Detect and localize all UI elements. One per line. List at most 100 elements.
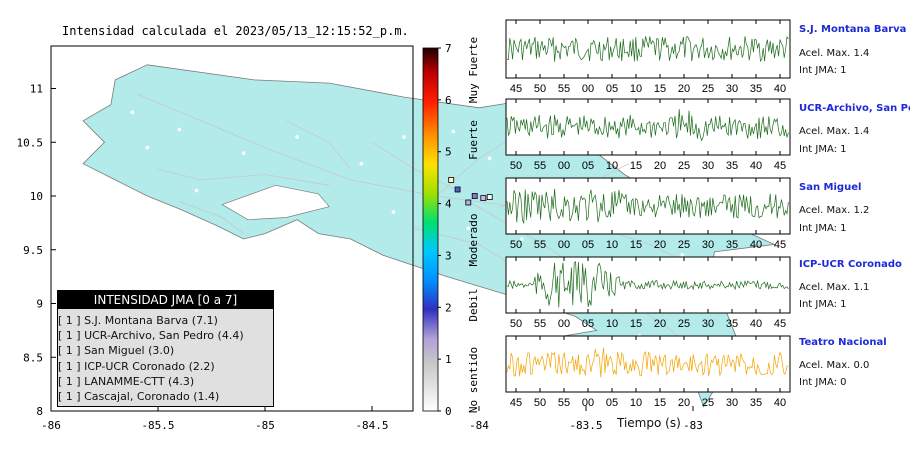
time-tick-label: 00 xyxy=(582,83,594,95)
seismic-station-marker xyxy=(465,199,472,206)
legend-list: [ 1 ] S.J. Montana Barva (7.1) [ 1 ] UCR… xyxy=(58,313,272,404)
seismogram-trace xyxy=(506,261,789,308)
city-marker xyxy=(194,188,199,193)
time-tick-label: 40 xyxy=(750,160,762,172)
time-tick-label: 25 xyxy=(678,318,690,330)
city-marker xyxy=(145,145,150,150)
time-tick-label: 15 xyxy=(630,160,642,172)
time-tick-label: 10 xyxy=(606,160,618,172)
colorbar-tick-label: 0 xyxy=(445,405,452,418)
map-frame xyxy=(50,45,414,412)
city-marker xyxy=(466,226,471,231)
legend-item: [ 1 ] S.J. Montana Barva (7.1) xyxy=(58,314,218,327)
time-tick-label: 45 xyxy=(774,239,786,251)
time-tick-label: 25 xyxy=(678,239,690,251)
station-int: Int JMA: 1 xyxy=(799,65,847,76)
city-marker xyxy=(323,202,327,207)
y-tick-label: 8.5 xyxy=(23,351,43,364)
time-tick-label: 00 xyxy=(582,397,594,409)
colorbar-tick-label: 3 xyxy=(445,249,452,262)
x-tick-label: -86 xyxy=(41,419,61,432)
station-int: Int JMA: 1 xyxy=(799,223,847,234)
time-tick-label: 55 xyxy=(558,83,570,95)
seismogram-trace xyxy=(506,188,789,225)
time-tick-label: 15 xyxy=(630,318,642,330)
city-marker xyxy=(402,135,406,139)
seismic-station-marker xyxy=(486,194,493,201)
time-tick-label: 35 xyxy=(750,397,762,409)
time-tick-label: 20 xyxy=(654,239,666,251)
colorbar-gradient xyxy=(422,47,439,412)
time-tick-label: 20 xyxy=(654,318,666,330)
station-acel: Acel. Max. 1.4 xyxy=(799,126,870,137)
seismogram-trace xyxy=(506,109,789,142)
city-marker xyxy=(558,323,563,327)
seismic-station-marker xyxy=(471,193,478,199)
time-tick-label: 50 xyxy=(510,239,522,251)
seismogram-trace xyxy=(506,347,789,378)
legend-item: [ 1 ] San Miguel (3.0) xyxy=(58,344,175,358)
road-line xyxy=(286,120,351,170)
time-tick-label: 05 xyxy=(582,239,594,251)
time-tick-label: 35 xyxy=(726,160,738,172)
time-tick-label: 20 xyxy=(654,160,666,172)
seismic-station-marker xyxy=(480,195,487,202)
station-int: Int JMA: 0 xyxy=(799,377,847,388)
time-tick-label: 45 xyxy=(774,160,786,172)
time-tick-label: 45 xyxy=(510,83,522,95)
station-name: UCR-Archivo, San Pedro xyxy=(799,103,910,114)
y-tick-label: 9 xyxy=(36,298,43,311)
time-tick-label: 05 xyxy=(582,160,594,172)
time-tick-label: 25 xyxy=(702,397,714,409)
time-tick-label: 50 xyxy=(510,318,522,330)
road-line xyxy=(371,141,458,191)
time-tick-label: 30 xyxy=(702,160,714,172)
time-tick-label: 20 xyxy=(678,83,690,95)
seismic-station-marker xyxy=(448,176,455,183)
city-marker xyxy=(451,129,456,134)
legend-item: [ 1 ] UCR-Archivo, San Pedro (4.4) xyxy=(58,329,244,343)
intensity-legend: INTENSIDAD JMA [0 a 7] xyxy=(57,290,274,407)
legend-item: [ 1 ] ICP-UCR Coronado (2.2) xyxy=(58,359,215,373)
city-marker xyxy=(680,253,685,257)
x-tick-label: -83 xyxy=(683,419,703,432)
city-marker xyxy=(295,135,299,139)
waveform-frame xyxy=(505,335,791,393)
legend-item: [ 1 ] LANAMME-CTT (4.3) xyxy=(58,374,195,388)
time-tick-label: 25 xyxy=(678,160,690,172)
city-marker xyxy=(487,156,492,161)
city-marker xyxy=(391,210,396,214)
time-tick-label: 40 xyxy=(750,239,762,251)
intensity-category-label: Fuerte xyxy=(467,120,480,160)
y-tick-label: 10 xyxy=(30,190,43,203)
y-tick-label: 11 xyxy=(30,83,43,96)
x-tick-label: -85 xyxy=(255,419,275,432)
city-marker xyxy=(520,237,524,241)
x-tick-label: -83.5 xyxy=(569,419,602,432)
intensity-category-label: Muy Fuerte xyxy=(467,37,480,103)
time-tick-label: 30 xyxy=(702,318,714,330)
gulf-of-nicoya xyxy=(221,184,330,221)
y-tick-label: 10.5 xyxy=(17,136,44,149)
intensity-category-label: No sentido xyxy=(467,347,480,413)
time-tick-label: 55 xyxy=(534,239,546,251)
legend-header: INTENSIDAD JMA [0 a 7] xyxy=(58,291,273,309)
colorbar-tick-label: 5 xyxy=(445,146,452,159)
x-tick-label: -84.5 xyxy=(355,419,388,432)
time-tick-label: 45 xyxy=(774,318,786,330)
x-tick-label: -84 xyxy=(469,419,489,432)
station-name: Teatro Nacional xyxy=(799,337,887,348)
time-tick-label: 00 xyxy=(558,239,570,251)
city-marker xyxy=(359,161,364,166)
time-tick-label: 15 xyxy=(654,397,666,409)
seismic-station-marker xyxy=(454,186,461,193)
time-tick-label: 05 xyxy=(582,318,594,330)
time-tick-label: 00 xyxy=(558,318,570,330)
legend-item: [ 1 ] Cascajal, Coronado (1.4) xyxy=(58,389,220,403)
city-marker xyxy=(130,110,135,114)
time-axis-label: Tiempo (s) xyxy=(617,416,681,430)
time-tick-label: 40 xyxy=(774,83,786,95)
waveform-frame xyxy=(505,19,791,79)
colorbar-tick-label: 2 xyxy=(445,301,452,314)
